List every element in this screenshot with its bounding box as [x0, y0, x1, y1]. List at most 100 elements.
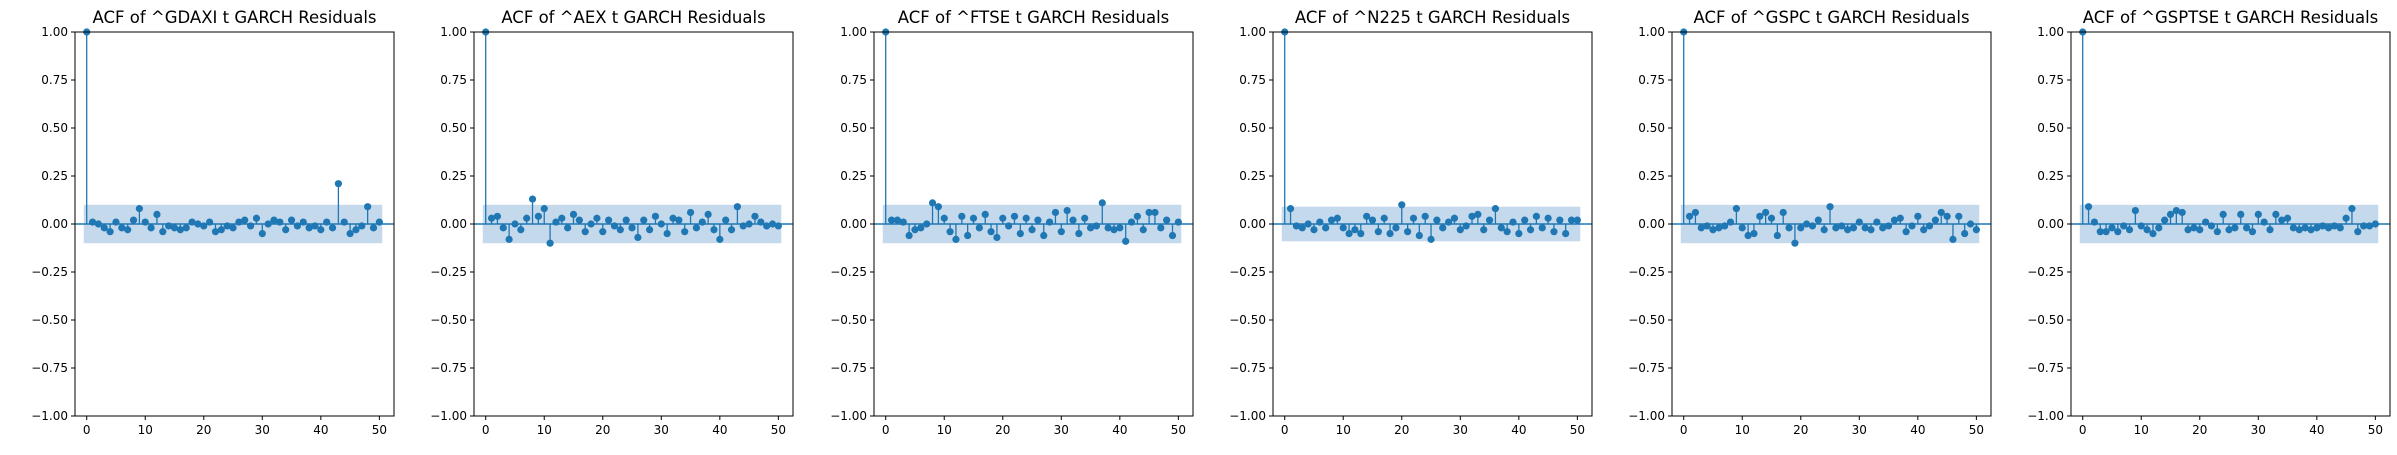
- acf-point: [317, 226, 325, 234]
- acf-point: [1843, 226, 1852, 234]
- acf-point: [975, 224, 983, 232]
- acf-point: [1491, 205, 1500, 213]
- acf-point: [1174, 218, 1182, 226]
- x-tick-label: 30: [2251, 423, 2266, 437]
- acf-point: [899, 218, 907, 226]
- acf-point: [1168, 231, 1177, 240]
- chart-title: ACF of ^AEX t GARCH Residuals: [501, 8, 765, 27]
- acf-point: [1750, 230, 1758, 238]
- acf-point: [1544, 214, 1552, 222]
- y-tick-label: 0.75: [41, 73, 68, 87]
- x-tick-label: 10: [937, 423, 952, 437]
- acf-point: [928, 199, 937, 207]
- x-tick-label: 40: [1112, 423, 1127, 437]
- acf-point: [1867, 226, 1875, 234]
- y-tick-label: −0.25: [2027, 265, 2064, 279]
- acf-point: [1163, 216, 1171, 224]
- acf-point: [528, 195, 537, 203]
- acf-point: [2161, 216, 2169, 224]
- acf-point: [2102, 228, 2110, 236]
- acf-point: [1157, 224, 1165, 232]
- acf-point: [1380, 214, 1388, 222]
- y-tick-label: 0.50: [840, 121, 867, 135]
- y-tick-label: −1.00: [1628, 409, 1665, 423]
- acf-point: [493, 212, 502, 220]
- x-tick-label: 50: [1969, 423, 1984, 437]
- acf-point: [722, 216, 730, 224]
- x-tick-label: 50: [771, 423, 786, 437]
- acf-point: [2354, 228, 2362, 236]
- acf-point: [1732, 205, 1740, 213]
- acf-point: [1961, 230, 1969, 238]
- acf-point: [124, 226, 132, 234]
- acf-point: [1526, 226, 1535, 234]
- acf-point: [569, 210, 578, 218]
- x-tick-label: 10: [537, 423, 552, 437]
- acf-point: [2213, 228, 2221, 236]
- acf-point: [2254, 210, 2262, 218]
- acf-point: [1726, 218, 1735, 226]
- acf-point: [194, 220, 202, 228]
- acf-point: [118, 224, 126, 232]
- y-tick-label: −0.25: [31, 265, 68, 279]
- y-tick-label: −1.00: [830, 409, 867, 423]
- acf-point: [2166, 210, 2175, 218]
- y-tick-label: 1.00: [440, 25, 467, 39]
- acf-point: [1104, 224, 1112, 232]
- y-tick-label: −0.25: [830, 265, 867, 279]
- acf-point: [334, 180, 342, 188]
- acf-point: [1304, 220, 1312, 228]
- acf-point: [1485, 216, 1494, 224]
- acf-point: [1069, 216, 1077, 224]
- acf-point: [223, 222, 231, 230]
- acf-point: [2242, 224, 2251, 232]
- x-tick-label: 0: [482, 423, 490, 437]
- acf-point: [276, 218, 284, 226]
- y-tick-label: −0.75: [1628, 361, 1665, 375]
- y-tick-label: 0.25: [840, 169, 867, 183]
- acf-point: [287, 216, 296, 224]
- acf-point: [1081, 214, 1089, 222]
- y-tick-label: 1.00: [41, 25, 68, 39]
- acf-point: [2348, 205, 2356, 213]
- chart-title: ACF of ^GSPC t GARCH Residuals: [1693, 8, 1969, 27]
- acf-point: [1567, 216, 1576, 224]
- y-tick-label: 0.00: [1638, 217, 1665, 231]
- acf-point: [958, 212, 966, 220]
- y-tick-label: 0.50: [440, 121, 467, 135]
- acf-point: [340, 218, 348, 226]
- acf-point: [534, 212, 542, 220]
- y-tick-label: −0.75: [1229, 361, 1266, 375]
- acf-point: [610, 222, 619, 230]
- acf-point: [1550, 228, 1558, 236]
- acf-point: [616, 226, 624, 234]
- x-tick-label: 40: [2309, 423, 2324, 437]
- acf-point: [2324, 224, 2333, 232]
- y-tick-label: −0.75: [830, 361, 867, 375]
- acf-point: [147, 224, 155, 232]
- acf-point: [328, 224, 337, 232]
- acf-point: [1351, 226, 1359, 234]
- acf-point: [1444, 218, 1453, 226]
- x-tick-label: 30: [1453, 423, 1468, 437]
- chart-title: ACF of ^FTSE t GARCH Residuals: [898, 8, 1170, 27]
- x-tick-label: 20: [1793, 423, 1808, 437]
- x-tick-label: 0: [2079, 423, 2087, 437]
- acf-point: [2289, 224, 2298, 232]
- acf-point: [1122, 237, 1130, 245]
- acf-point: [1075, 230, 1083, 238]
- acf-point: [905, 231, 913, 240]
- acf-point: [1791, 239, 1799, 247]
- acf-point: [1127, 218, 1136, 226]
- acf-point: [2248, 228, 2257, 236]
- acf-point: [1286, 205, 1295, 213]
- acf-point: [364, 203, 372, 211]
- acf-point: [1298, 224, 1306, 232]
- acf-point: [1920, 226, 1928, 234]
- acf-subplot: −1.00 −0.75 −0.50 −0.25 0.00 0.25 0.50 0.75 1.00…: [1229, 8, 1593, 437]
- acf-point: [1310, 226, 1318, 234]
- acf-point: [987, 228, 995, 236]
- acf-point: [2143, 226, 2151, 234]
- acf-point: [1040, 231, 1048, 240]
- acf-point: [1450, 214, 1459, 222]
